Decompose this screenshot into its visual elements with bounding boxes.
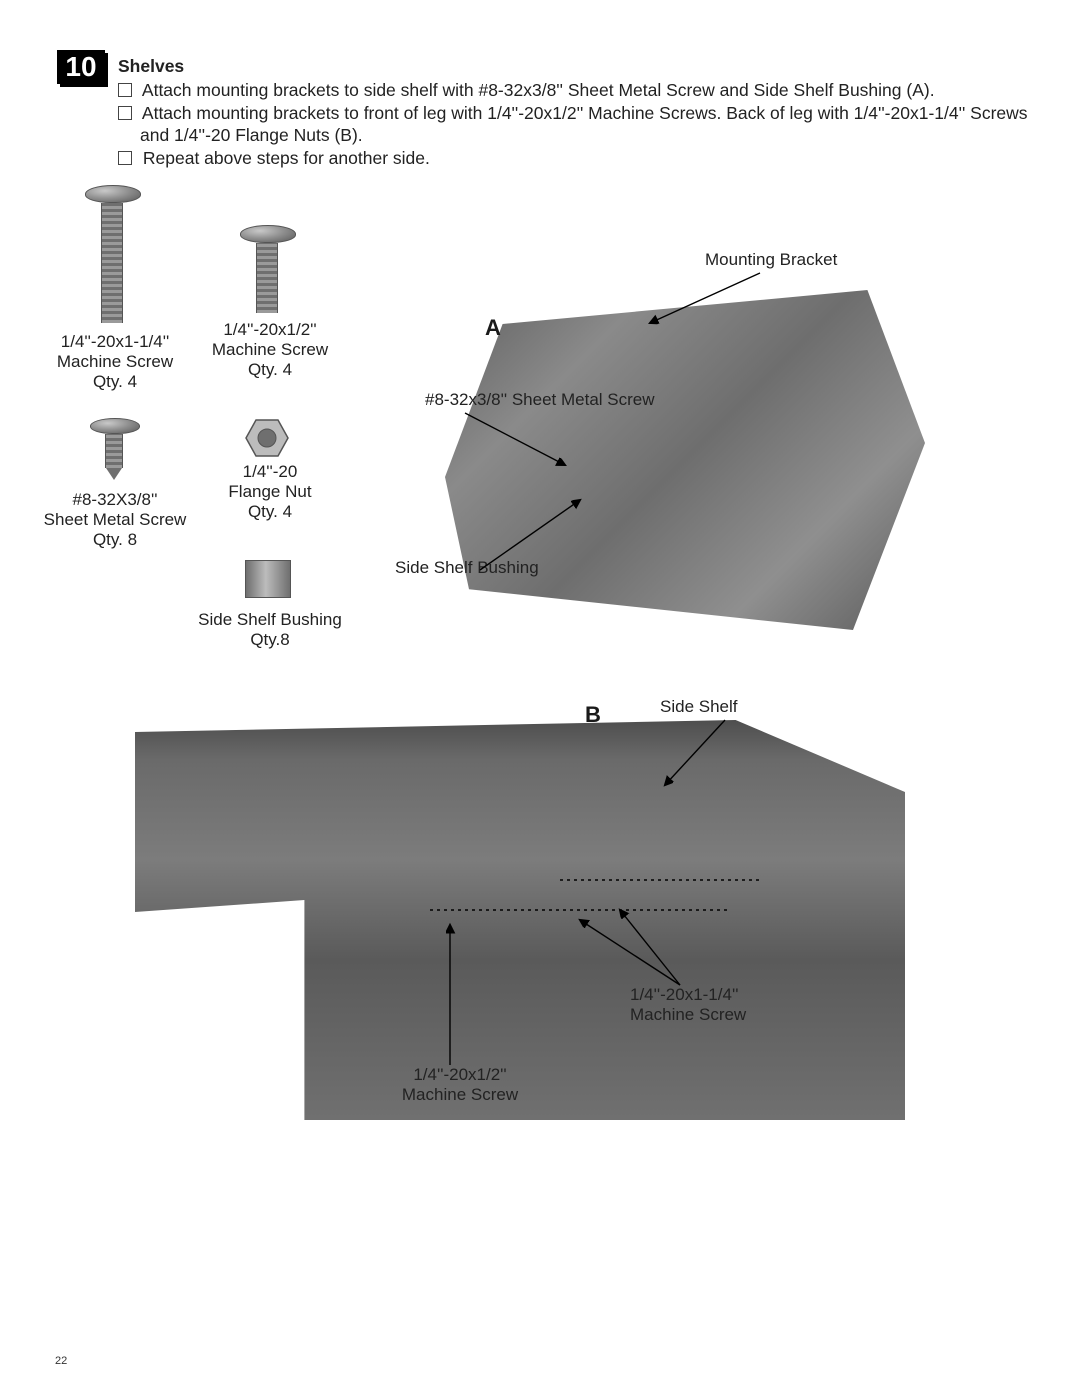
part-name: Side Shelf Bushing xyxy=(198,610,342,629)
checkbox-icon xyxy=(118,106,132,120)
part-label-bushing: Side Shelf Bushing Qty.8 xyxy=(185,610,355,650)
part-type: Machine Screw xyxy=(212,340,328,359)
callout-side-shelf: Side Shelf xyxy=(660,697,738,717)
part-name: #8-32X3/8'' xyxy=(73,490,158,509)
checkbox-icon xyxy=(118,151,132,165)
part-qty: Qty.8 xyxy=(250,630,289,649)
figure-a-letter: A xyxy=(485,315,501,341)
callout-mounting-bracket: Mounting Bracket xyxy=(705,250,837,270)
page: 10 Shelves Attach mounting brackets to s… xyxy=(0,0,1080,1397)
part-type: Sheet Metal Screw xyxy=(44,510,187,529)
instruction-line: Repeat above steps for another side. xyxy=(118,147,1038,169)
part-type: Flange Nut xyxy=(228,482,311,501)
arrow-icon xyxy=(640,268,800,338)
nut-icon xyxy=(245,418,289,458)
part-screw-long xyxy=(85,185,139,323)
part-label-screw-med: 1/4''-20x1/2'' Machine Screw Qty. 4 xyxy=(195,320,345,380)
step-number-badge: 10 xyxy=(57,50,105,84)
callout-text: Machine Screw xyxy=(402,1085,518,1104)
arrow-icon xyxy=(655,715,775,805)
part-type: Machine Screw xyxy=(57,352,173,371)
figure-b-letter: B xyxy=(585,702,601,728)
instruction-text: Attach mounting brackets to side shelf w… xyxy=(142,80,935,100)
part-screw-sheet xyxy=(90,418,138,480)
part-name: 1/4''-20x1-1/4'' xyxy=(61,332,169,351)
instruction-text: Attach mounting brackets to front of leg… xyxy=(140,103,1028,145)
part-bushing xyxy=(245,560,291,598)
part-name: 1/4''-20x1/2'' xyxy=(223,320,316,339)
part-qty: Qty. 4 xyxy=(248,502,292,521)
part-name: 1/4''-20 xyxy=(243,462,298,481)
instruction-line: Attach mounting brackets to side shelf w… xyxy=(118,79,1038,101)
part-label-screw-long: 1/4''-20x1-1/4'' Machine Screw Qty. 4 xyxy=(40,332,190,392)
part-qty: Qty. 8 xyxy=(93,530,137,549)
instruction-line: Attach mounting brackets to front of leg… xyxy=(118,102,1038,147)
arrow-icon xyxy=(560,895,720,995)
instruction-text: Repeat above steps for another side. xyxy=(143,148,430,168)
part-label-flange-nut: 1/4''-20 Flange Nut Qty. 4 xyxy=(200,462,340,522)
part-qty: Qty. 4 xyxy=(93,372,137,391)
checkbox-icon xyxy=(118,83,132,97)
part-label-screw-sheet: #8-32X3/8'' Sheet Metal Screw Qty. 8 xyxy=(35,490,195,550)
instructions-block: Shelves Attach mounting brackets to side… xyxy=(118,55,1038,169)
step-title: Shelves xyxy=(118,55,1038,77)
page-number: 22 xyxy=(55,1355,67,1367)
arrow-icon xyxy=(430,915,510,1075)
arrow-icon xyxy=(470,490,620,580)
part-flange-nut xyxy=(245,418,289,458)
arrow-icon xyxy=(455,405,615,485)
callout-text: Machine Screw xyxy=(630,1005,746,1024)
part-qty: Qty. 4 xyxy=(248,360,292,379)
part-screw-med xyxy=(240,225,294,313)
